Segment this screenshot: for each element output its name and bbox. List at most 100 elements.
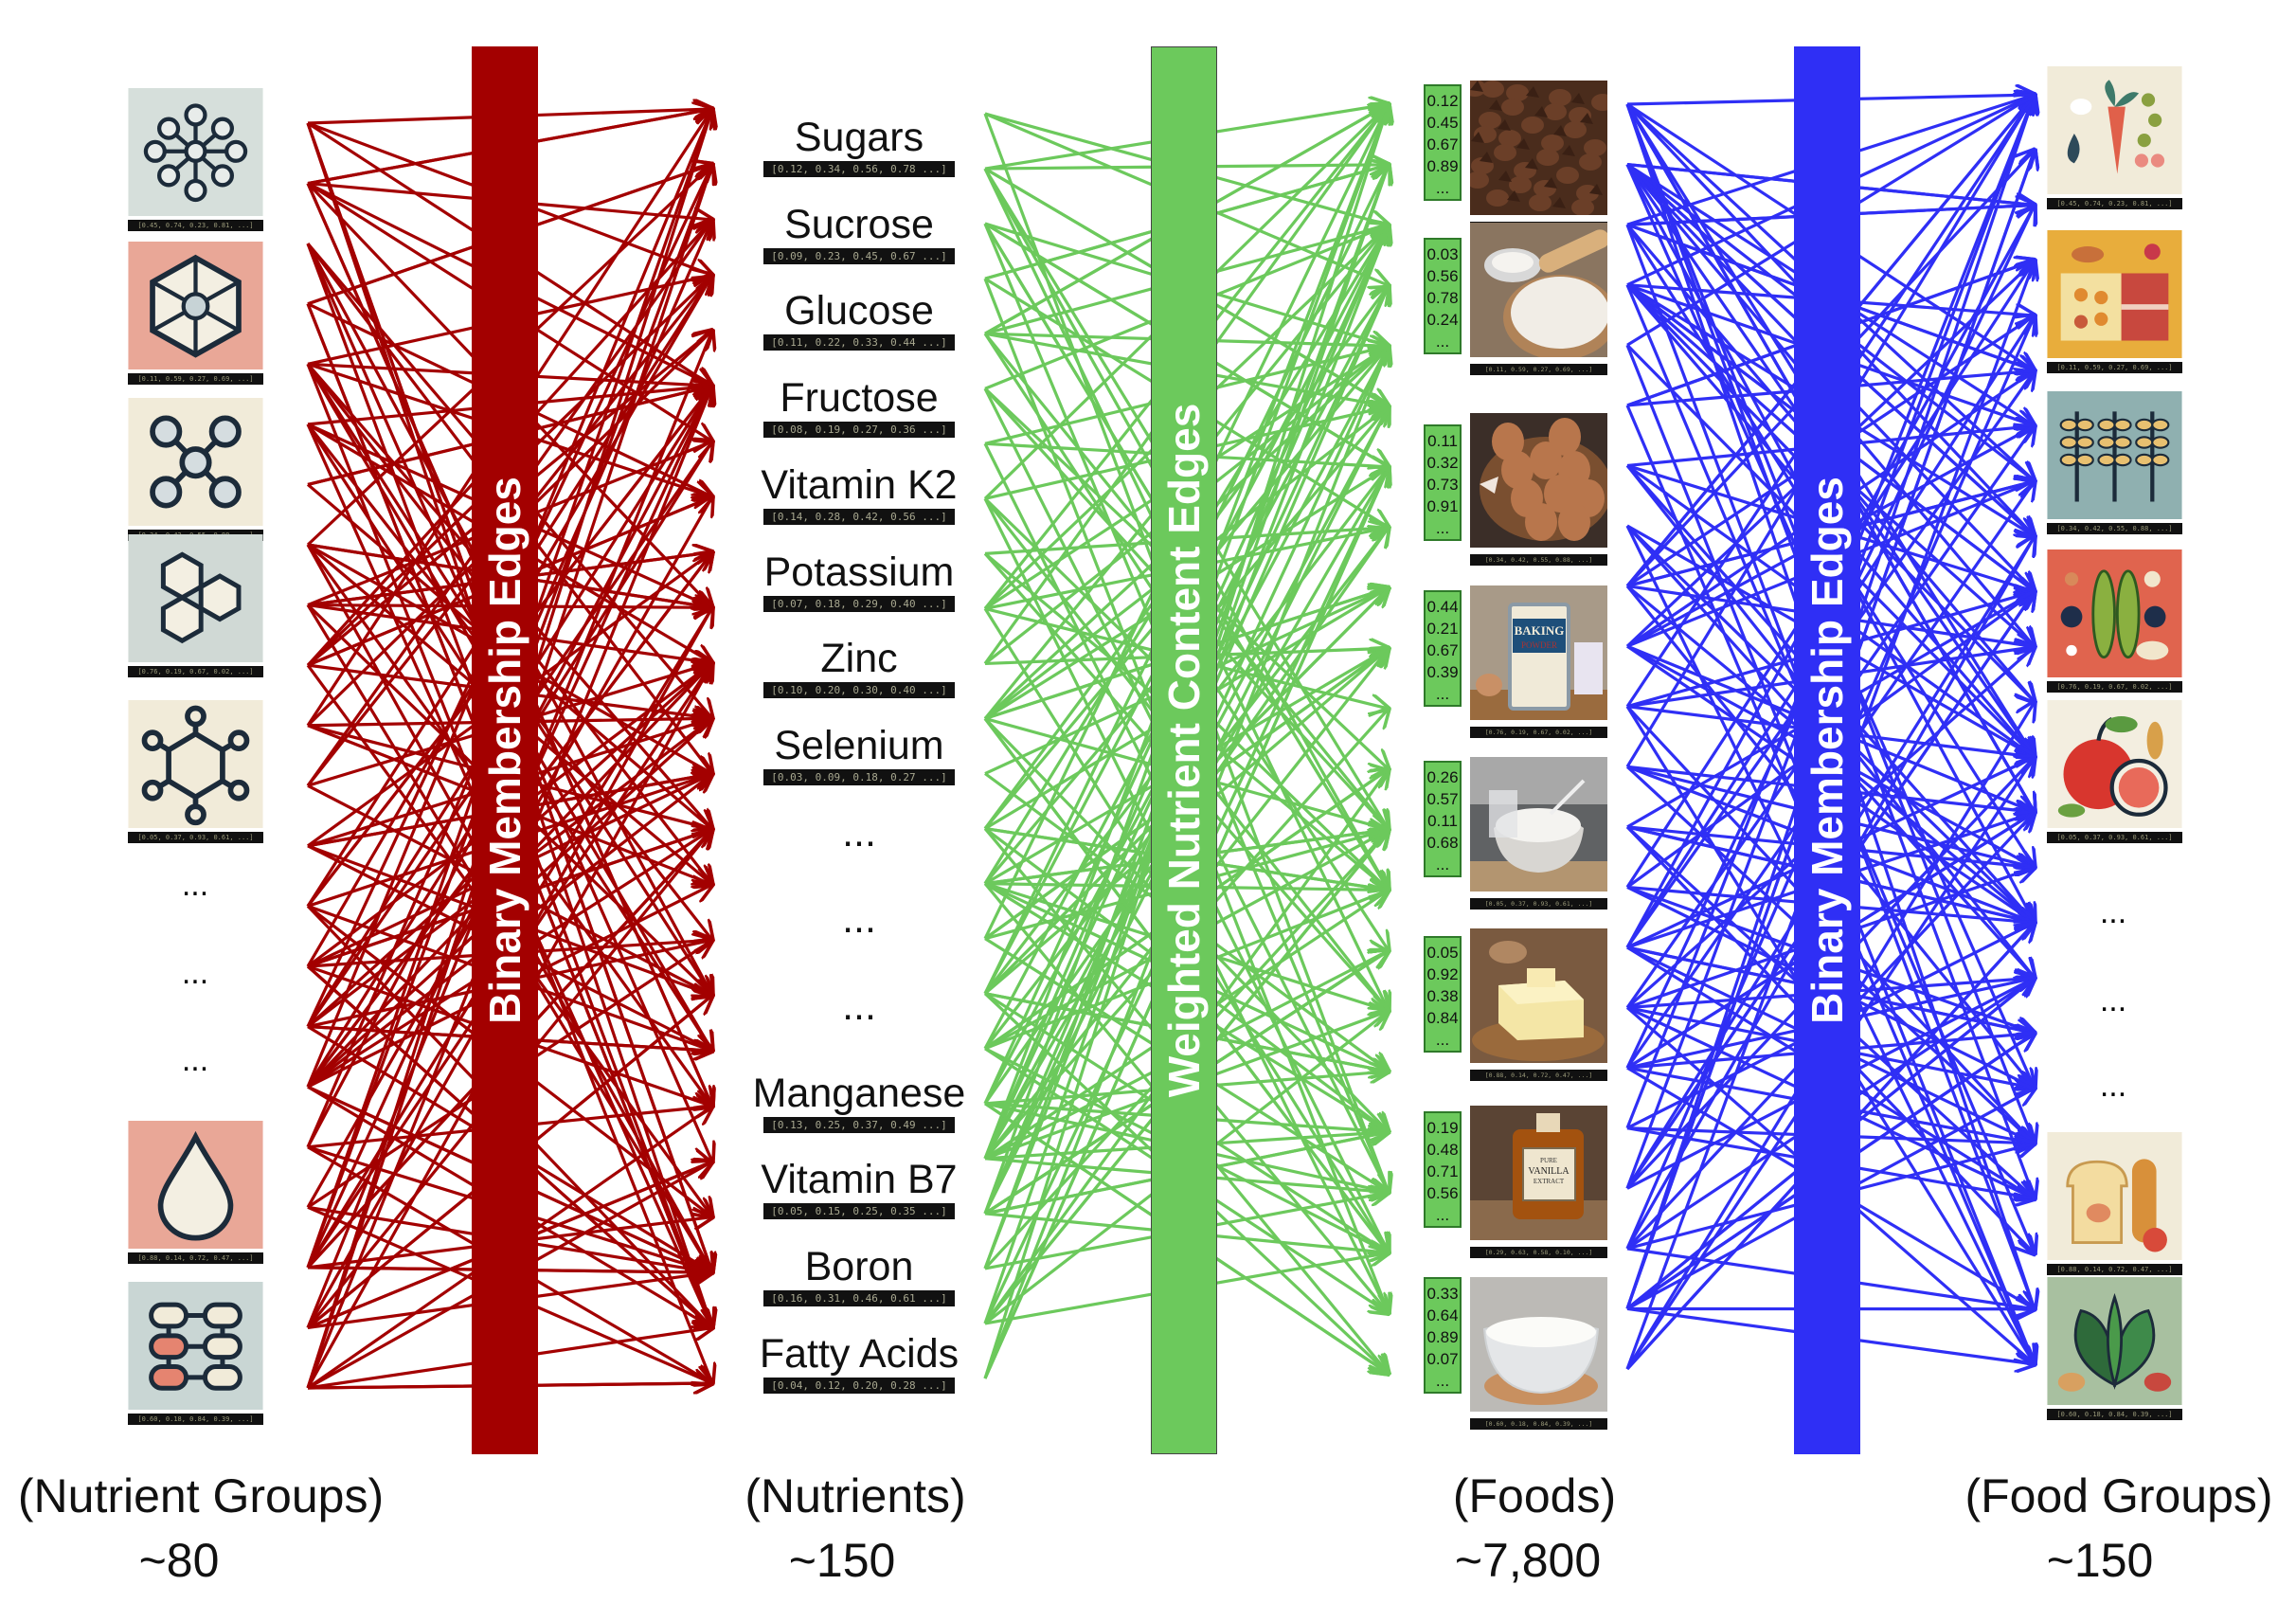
embedding-vector: [0.05, 0.37, 0.93, 0.61, ...] — [2047, 832, 2182, 843]
weight-value: 0.45 — [1426, 114, 1459, 132]
nutrient-name: Potassium — [763, 549, 955, 595]
nutrient-node: Selenium [0.03, 0.09, 0.18, 0.27 ...] — [717, 724, 1001, 785]
nutrient-group-node: [0.76, 0.19, 0.67, 0.02, ...] — [128, 534, 263, 677]
weight-value: 0.19 — [1426, 1119, 1459, 1137]
embedding-vector: [0.60, 0.18, 0.84, 0.39, ...] — [128, 1414, 263, 1425]
ellipsis: ... — [842, 809, 876, 856]
nutrient-node: Vitamin B7 [0.05, 0.15, 0.25, 0.35 ...] — [717, 1157, 1001, 1220]
weight-value: 0.57 — [1426, 790, 1459, 808]
vanilla-label-text: PURE — [1540, 1157, 1557, 1164]
weight-value: ... — [1435, 685, 1450, 703]
embedding-vector: [0.45, 0.74, 0.23, 0.81, ...] — [2047, 198, 2182, 209]
embedding-vector: [0.76, 0.19, 0.67, 0.02, ...] — [2047, 681, 2182, 693]
embedding-vector: [0.05, 0.37, 0.93, 0.61, ...] — [1470, 898, 1607, 910]
hexagon-cube-icon — [128, 242, 263, 369]
weight-value: ... — [1435, 1372, 1450, 1390]
svg-text:VANILLA: VANILLA — [1528, 1166, 1570, 1177]
nutrient-node: ... — [717, 811, 1001, 855]
nutrient-name: Sugars — [794, 115, 924, 160]
embedding-vector: [0.11, 0.59, 0.27, 0.69, ...] — [128, 373, 263, 385]
bar-label: Binary Membership Edges — [480, 477, 529, 1024]
ellipsis: ... — [842, 896, 876, 943]
weight-value: ... — [1435, 856, 1450, 874]
nutrient-weight-vector: 0.44 0.21 0.67 0.39... — [1424, 590, 1462, 707]
weight-value: 0.64 — [1426, 1306, 1459, 1324]
butter-photo — [1470, 928, 1607, 1063]
ellipsis: ... — [181, 955, 209, 991]
x-molecule-icon — [128, 398, 263, 526]
food-groups-label: (Food Groups) — [1964, 1469, 2273, 1522]
food-group-node: [0.11, 0.59, 0.27, 0.69, ...] — [2047, 230, 2182, 373]
embedding-vector: [0.14, 0.28, 0.42, 0.56 ...] — [763, 508, 955, 525]
food-group-node: [0.88, 0.14, 0.72, 0.47, ...] — [2047, 1132, 2182, 1275]
embedding-vector: [0.60, 0.18, 0.84, 0.39, ...] — [2047, 1409, 2182, 1420]
pill-grid-icon — [128, 1282, 263, 1410]
nutrients-count: ~150 — [788, 1534, 896, 1587]
nutrient-node: Fatty Acids [0.04, 0.12, 0.20, 0.28 ...] — [717, 1332, 1001, 1394]
weight-value: 0.67 — [1426, 641, 1459, 659]
food-node: 0.120.450.670.89...[0.45, 0.74, 0.23, 0.… — [1424, 81, 1613, 233]
nutrient-node: Zinc [0.10, 0.20, 0.30, 0.40 ...] — [717, 637, 1001, 699]
weight-value: 0.67 — [1426, 135, 1459, 153]
flour-photo — [1470, 223, 1607, 357]
nutrient-group-node: [0.45, 0.74, 0.23, 0.81, ...] — [128, 88, 263, 231]
nutrient-node: ... — [717, 897, 1001, 941]
embedding-vector: [0.76, 0.19, 0.67, 0.02, ...] — [1470, 727, 1607, 738]
nutrient-name: Glucose — [784, 288, 934, 334]
weighted-nutrient-content-edges-bar: Weighted Nutrient Content Edges — [1151, 46, 1217, 1454]
binary-membership-edges-bar-left: Binary Membership Edges — [472, 46, 538, 1454]
food-node: 0.26 0.57 0.11 0.68... [0.05, 0.37, 0.93, 0.… — [1424, 757, 1613, 910]
embedding-vector: [0.11, 0.59, 0.27, 0.69, ...] — [2047, 362, 2182, 373]
nutrient-name: Manganese — [752, 1070, 966, 1116]
nutrient-node: Sugars [0.12, 0.34, 0.56, 0.78 ...] — [717, 116, 1001, 177]
nutrient-name: Boron — [804, 1244, 914, 1290]
nutrient-group-node: [0.88, 0.14, 0.72, 0.47, ...] — [128, 1121, 263, 1264]
binary-membership-edges-bar-right: Binary Membership Edges — [1794, 46, 1860, 1454]
weight-value: 0.11 — [1427, 812, 1458, 830]
weight-value: 0.12 — [1426, 92, 1459, 110]
weight-value: 0.38 — [1426, 987, 1459, 1005]
embedding-vector: [0.34, 0.42, 0.55, 0.88, ...] — [1470, 554, 1607, 566]
nutrient-weight-vector: 0.03 0.56 0.78 0.24... — [1424, 238, 1462, 354]
weight-value: 0.44 — [1426, 598, 1459, 616]
sugar-bowl-photo — [1470, 757, 1607, 892]
food-node: 0.05 0.92 0.38 0.84... [0.88, 0.14, 0.72, 0.… — [1424, 928, 1613, 1081]
embedding-vector: [0.88, 0.14, 0.72, 0.47, ...] — [128, 1252, 263, 1264]
food-node: 0.11 0.32 0.73 0.91... [0.34, 0.42, 0.55, 0.… — [1424, 413, 1613, 566]
embedding-vector: [0.03, 0.09, 0.18, 0.27 ...] — [763, 768, 955, 785]
food-node: 0.44 0.21 0.67 0.39... BAKING POWDER [0.76, 0.… — [1424, 585, 1613, 738]
food-group-node: [0.60, 0.18, 0.84, 0.39, ...] — [2047, 1277, 2182, 1420]
benzene-ring-icon — [128, 700, 263, 828]
weight-value: ... — [1435, 519, 1450, 537]
weight-value: 0.92 — [1426, 965, 1459, 983]
food-group-node: [0.05, 0.37, 0.93, 0.61, ...] — [2047, 700, 2182, 843]
food-group-node: [0.76, 0.19, 0.67, 0.02, ...] — [2047, 549, 2182, 693]
hexagon-cluster-icon — [128, 534, 263, 662]
ellipsis: ... — [842, 983, 876, 1029]
food-node: 0.03 0.56 0.78 0.24... [0.11, 0.59, 0.27, 0.… — [1424, 223, 1613, 375]
embedding-vector: [0.88, 0.14, 0.72, 0.47, ...] — [2047, 1264, 2182, 1275]
can-label-text: BAKING — [1515, 623, 1565, 638]
nutrient-name: Vitamin B7 — [761, 1157, 958, 1203]
weight-value: 0.24 — [1426, 311, 1459, 329]
embedding-vector: [0.16, 0.31, 0.46, 0.61 ...] — [763, 1290, 955, 1307]
eggs-photo — [1470, 413, 1607, 548]
weight-value: 0.48 — [1426, 1141, 1459, 1159]
nutrient-groups-label: (Nutrient Groups) — [17, 1469, 385, 1522]
bar-label: Binary Membership Edges — [1803, 477, 1852, 1024]
nutrient-node: Glucose [0.11, 0.22, 0.33, 0.44 ...] — [717, 289, 1001, 351]
embedding-vector: [0.29, 0.63, 0.58, 0.10, ...] — [1470, 1247, 1607, 1258]
weight-value: ... — [1435, 1031, 1450, 1049]
weight-value: 0.89 — [1426, 1328, 1459, 1346]
embedding-vector: [0.88, 0.14, 0.72, 0.47, ...] — [1470, 1070, 1607, 1081]
nutrient-group-node: [0.34, 0.42, 0.55, 0.88, ...] — [128, 398, 263, 541]
fruits-icon — [2047, 700, 2182, 828]
foods-label: (Foods) — [1452, 1469, 1617, 1522]
embedding-vector: [0.10, 0.20, 0.30, 0.40 ...] — [763, 682, 955, 699]
ellipsis: ... — [181, 1042, 209, 1078]
nutrient-name: Fructose — [780, 375, 939, 422]
nutrient-name: Vitamin K2 — [761, 461, 958, 508]
embedding-vector: [0.76, 0.19, 0.67, 0.02, ...] — [128, 666, 263, 677]
